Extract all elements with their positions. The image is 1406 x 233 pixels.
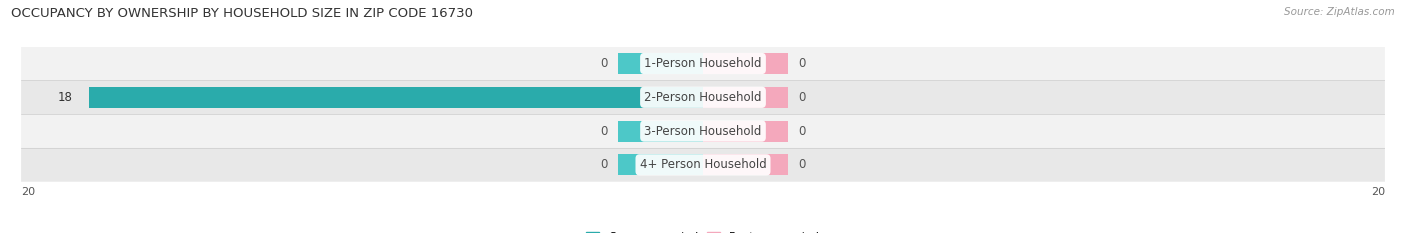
- Text: 2-Person Household: 2-Person Household: [644, 91, 762, 104]
- Text: 0: 0: [799, 91, 806, 104]
- Bar: [703, 154, 789, 175]
- FancyBboxPatch shape: [21, 47, 1385, 80]
- Bar: [703, 87, 789, 108]
- Text: 0: 0: [600, 158, 607, 171]
- FancyBboxPatch shape: [21, 148, 1385, 182]
- Bar: [617, 154, 703, 175]
- FancyBboxPatch shape: [21, 114, 1385, 148]
- Text: 0: 0: [600, 125, 607, 137]
- Text: Source: ZipAtlas.com: Source: ZipAtlas.com: [1284, 7, 1395, 17]
- Text: 20: 20: [21, 187, 35, 197]
- Text: 0: 0: [799, 125, 806, 137]
- Bar: [617, 121, 703, 141]
- Bar: [617, 53, 703, 74]
- Bar: [703, 53, 789, 74]
- Text: 1-Person Household: 1-Person Household: [644, 57, 762, 70]
- Text: 0: 0: [799, 158, 806, 171]
- Bar: [89, 87, 703, 108]
- Text: 18: 18: [58, 91, 72, 104]
- Text: 3-Person Household: 3-Person Household: [644, 125, 762, 137]
- Text: 4+ Person Household: 4+ Person Household: [640, 158, 766, 171]
- Bar: [703, 121, 789, 141]
- Legend: Owner-occupied, Renter-occupied: Owner-occupied, Renter-occupied: [581, 227, 825, 233]
- Text: OCCUPANCY BY OWNERSHIP BY HOUSEHOLD SIZE IN ZIP CODE 16730: OCCUPANCY BY OWNERSHIP BY HOUSEHOLD SIZE…: [11, 7, 474, 20]
- Text: 20: 20: [1371, 187, 1385, 197]
- Text: 0: 0: [600, 57, 607, 70]
- FancyBboxPatch shape: [21, 80, 1385, 114]
- Text: 0: 0: [799, 57, 806, 70]
